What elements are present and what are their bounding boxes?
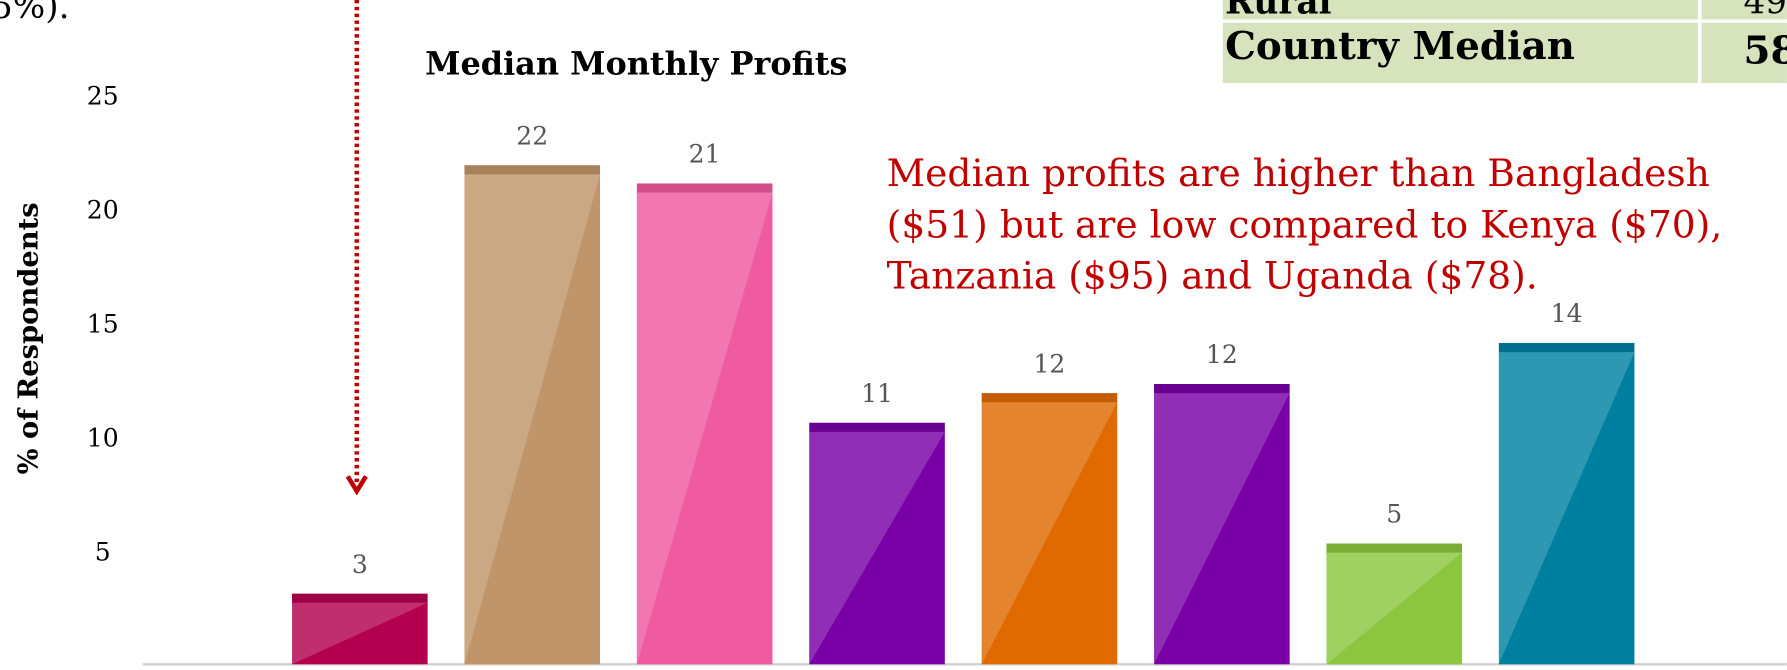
bar-top (1326, 543, 1463, 553)
table-text: 49 (1744, 0, 1787, 23)
value-label: 12 (1033, 349, 1065, 378)
y-tick-label: 20 (87, 195, 119, 224)
bar (981, 393, 1118, 665)
bar (636, 183, 773, 665)
arrow-head (345, 475, 368, 496)
bar (809, 422, 945, 665)
bar-sheen (1326, 552, 1463, 665)
bar-top (636, 183, 773, 193)
y-tick-label: 15 (87, 309, 119, 338)
value-label: 22 (516, 121, 548, 150)
annotation: Median profits are higher than Banglades… (887, 151, 1710, 195)
chart-title: Median Monthly Profits (425, 45, 847, 83)
text-fragment: 5%). (0, 0, 69, 27)
table-text: Rural (1225, 0, 1331, 23)
bar-sheen (809, 431, 945, 665)
y-tick-label: 5 (95, 537, 111, 566)
table-cell (1701, 22, 1787, 84)
bar (1154, 383, 1290, 665)
bar-top (1154, 383, 1290, 394)
bar-sheen (1498, 352, 1635, 665)
bar (1326, 543, 1463, 665)
bar-top (809, 422, 945, 432)
y-tick-label: 25 (87, 81, 119, 110)
value-label: 12 (1206, 340, 1238, 369)
value-label: 14 (1551, 299, 1583, 328)
arrow (345, 0, 368, 496)
bar-top (464, 165, 601, 175)
bar (292, 593, 428, 665)
table: Rural 49 Country Median 58 (1222, 0, 1787, 84)
table-text: Country Median (1225, 24, 1575, 69)
bar (464, 165, 601, 665)
table-cell (1222, 22, 1698, 84)
value-label: 11 (861, 379, 893, 408)
bar-top (981, 393, 1118, 403)
annotation: Tanzania ($95) and Uganda ($78). (887, 254, 1538, 298)
bar-top (1498, 342, 1635, 353)
bar (1498, 342, 1635, 665)
table-cell (1222, 0, 1698, 20)
table-text: 58 (1744, 29, 1787, 74)
value-label: 5 (1386, 500, 1402, 529)
value-label: 3 (352, 550, 368, 579)
bar-top (292, 593, 428, 603)
value-label: 21 (689, 140, 721, 169)
y-tick-label: 10 (87, 423, 119, 452)
annotation: ($51) but are low compared to Kenya ($70… (887, 202, 1723, 246)
y-axis-title: % of Respondents (12, 202, 44, 474)
table-cell (1701, 0, 1787, 20)
bar-sheen (292, 602, 428, 665)
